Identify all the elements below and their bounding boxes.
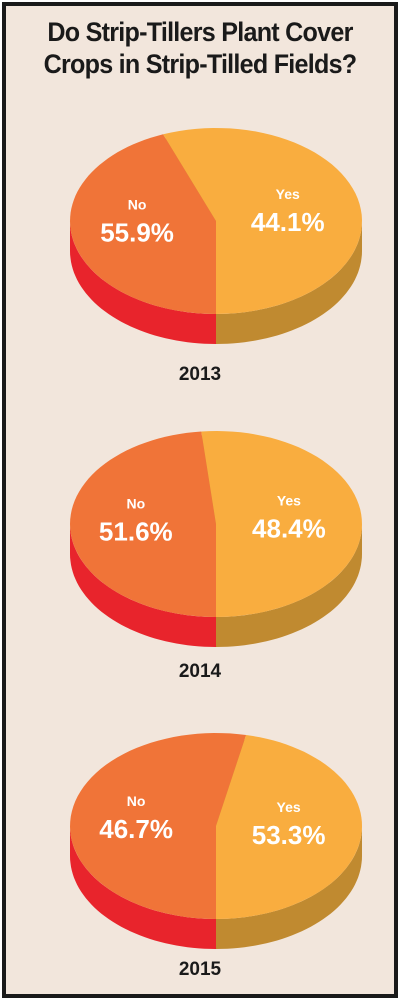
title-line-1: Do Strip-Tillers Plant Cover bbox=[47, 17, 353, 47]
pie-2014-no-label: No bbox=[126, 496, 145, 512]
year-label-2015: 2015 bbox=[178, 959, 222, 980]
pie-2014-no-slice bbox=[70, 431, 216, 617]
pie-2013-yes-value: 44.1% bbox=[251, 207, 325, 237]
pie-2014-no-side bbox=[70, 524, 216, 647]
pie-2015-no-slice bbox=[70, 733, 247, 919]
pie-2013-no-value: 55.9% bbox=[100, 218, 174, 248]
pie-chart-2014-svg: Yes 48.4% No 51.6% bbox=[70, 431, 362, 647]
pie-2015-no-side bbox=[70, 826, 216, 949]
pie-2015-no-label: No bbox=[127, 793, 146, 809]
pie-2013-no-label: No bbox=[128, 197, 147, 213]
pie-2015-yes-slice bbox=[216, 735, 362, 919]
pie-2014-yes-label: Yes bbox=[277, 493, 301, 509]
pie-2013-yes-side bbox=[216, 221, 362, 344]
year-label-2013: 2013 bbox=[178, 364, 222, 385]
title-line-2: Crops in Strip-Tilled Fields? bbox=[43, 49, 358, 79]
pie-2015-yes-label: Yes bbox=[277, 799, 301, 815]
pie-chart-2013: Yes 44.1% No 55.9% bbox=[6, 96, 394, 396]
pie-2014-yes-slice bbox=[201, 431, 362, 617]
pie-chart-2015-svg: Yes 53.3% No 46.7% bbox=[70, 733, 362, 949]
pie-chart-2014: Yes 48.4% No 51.6% bbox=[6, 399, 394, 699]
year-label-2014: 2014 bbox=[178, 661, 222, 682]
pie-2015-yes-value: 53.3% bbox=[252, 820, 326, 850]
page-title: Do Strip-Tillers Plant Cover Crops in St… bbox=[20, 16, 381, 80]
pie-2015-no-value: 46.7% bbox=[99, 814, 173, 844]
pie-2014-yes-value: 48.4% bbox=[252, 514, 326, 544]
pie-2013-no-slice bbox=[70, 134, 216, 314]
pie-2013-yes-slice bbox=[163, 128, 362, 314]
pie-2014-no-value: 51.6% bbox=[99, 517, 173, 547]
pie-2014-yes-side bbox=[216, 524, 362, 647]
pie-2013-no-side bbox=[70, 221, 216, 344]
pie-chart-2015: Yes 53.3% No 46.7% bbox=[6, 701, 394, 1001]
pie-2015-yes-side bbox=[216, 826, 362, 949]
pie-2013-yes-label: Yes bbox=[276, 186, 300, 202]
pie-chart-2013-svg: Yes 44.1% No 55.9% bbox=[70, 128, 362, 344]
